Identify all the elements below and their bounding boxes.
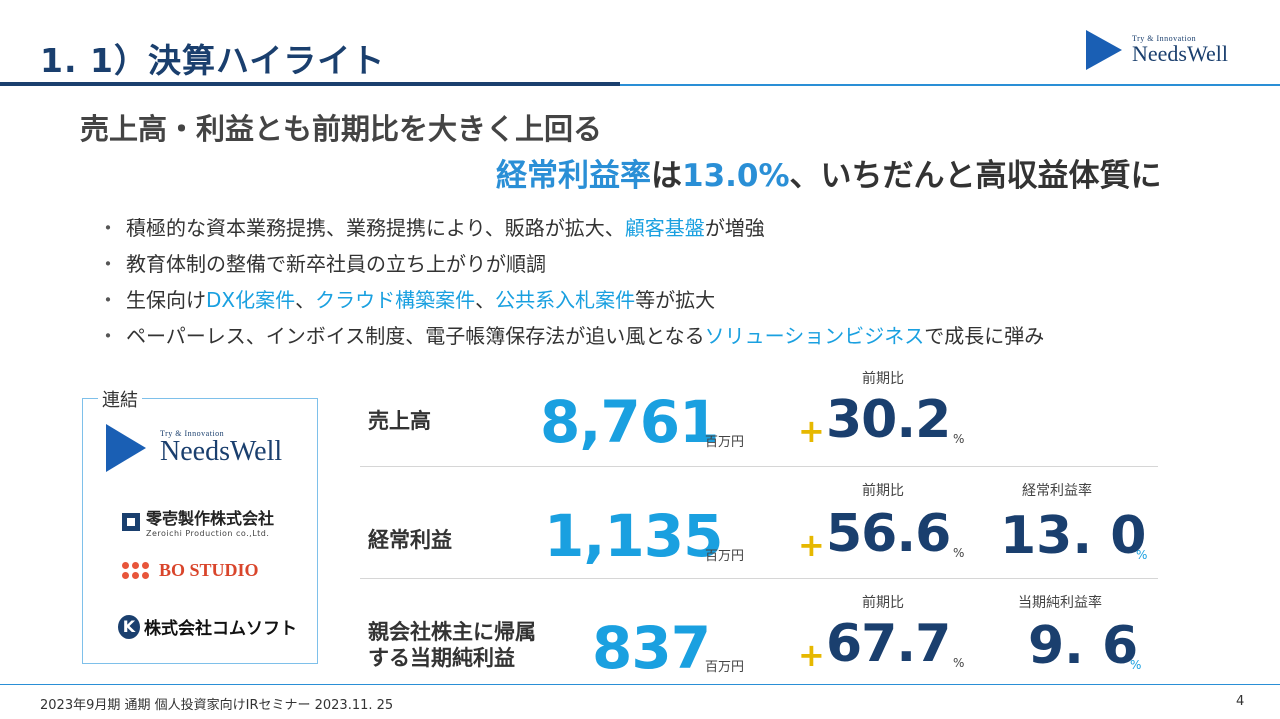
metric-value-sales: 8,761 [540,388,719,456]
company-logo-needswell: Try & Innovation NeedsWell [106,424,282,472]
bullet-text: 積極的な資本業務提携、業務提携により、販路が拡大、 [126,216,625,240]
bullet-item: ・生保向けDX化案件、クラウド構築案件、公共系入札案件等が拡大 [98,282,1044,318]
yoy-plus-sales: + [798,412,825,450]
logo-tagline: Try & Innovation [1132,33,1197,43]
bostudio-dots-icon [122,562,149,579]
title-underline [0,84,1280,86]
bullet-highlight: ソリューションビジネス [704,324,925,348]
needswell-triangle-icon [106,424,146,472]
bullet-text: ペーパーレス、インボイス制度、電子帳簿保存法が追い風となる [126,324,705,348]
company-logo-bostudio: BO STUDIO [122,560,259,581]
consolidation-label: 連結 [98,386,142,412]
comsoft-mark-icon: K [118,614,140,639]
bullet-highlight: 顧客基盤 [624,216,705,240]
company-tagline: Try & Innovation [160,428,225,438]
zeroichi-mark-icon [122,512,140,531]
footer-divider [0,684,1280,685]
yoy-header-ordinary: 前期比 [862,483,904,499]
metric-unit-ordinary: 百万円 [705,549,745,564]
bullet-text: 生保向け [126,288,206,312]
company-logo-zeroichi: 零壱製作株式会社 Zeroichi Production co.,Ltd. [122,505,274,538]
metric-unit-sales: 百万円 [705,435,745,450]
metric-label-net-line2: する当期純利益 [368,646,515,670]
row-divider [360,466,1158,467]
headline-line2: 経常利益率は13.0%、いちだんと高収益体質に [496,150,1162,195]
row-divider [360,578,1158,579]
bullet-text: 等が拡大 [635,288,716,312]
bullet-text: 教育体制の整備で新卒社員の立ち上がりが順調 [126,252,546,276]
bullet-highlight: DX化案件 [206,288,296,312]
bullet-marker: ・ [98,252,118,276]
ratio-header-net: 当期純利益率 [1018,595,1102,611]
yoy-plus-net: + [798,636,825,674]
metric-label-sales: 売上高 [368,409,431,433]
bullet-text: で成長に弾み [924,324,1045,348]
ratio-value-net: 9. 6 [1028,616,1139,676]
metric-label-ordinary: 経常利益 [368,528,452,552]
yoy-value-ordinary: 56.6 [826,504,951,564]
needswell-logo: Try & Innovation NeedsWell [1086,30,1228,70]
logo-triangle-icon [1086,30,1122,70]
metric-unit-net: 百万円 [705,660,745,675]
bullet-text: 、 [475,288,496,312]
yoy-unit-sales: % [953,432,965,446]
yoy-value-net: 67.7 [826,614,951,674]
yoy-unit-ordinary: % [953,546,965,560]
bullet-text: が増強 [704,216,765,240]
bullet-item: ・積極的な資本業務提携、業務提携により、販路が拡大、顧客基盤が増強 [98,210,1044,246]
yoy-unit-net: % [953,656,965,670]
yoy-value-sales: 30.2 [826,390,951,450]
ratio-unit-ordinary: % [1136,548,1148,562]
ratio-header-ordinary: 経常利益率 [1022,483,1092,499]
bullet-highlight: クラウド構築案件 [315,288,476,312]
bullet-marker: ・ [98,216,118,240]
metric-label-net-line1: 親会社株主に帰属 [368,620,536,644]
yoy-plus-ordinary: + [798,526,825,564]
headline-mid: は [651,158,682,194]
bullet-item: ・ペーパーレス、インボイス制度、電子帳簿保存法が追い風となるソリューションビジネ… [98,318,1044,354]
headline-line1: 売上高・利益とも前期比を大きく上回る [80,112,603,146]
headline-value: 13.0% [682,158,790,194]
consolidation-box [82,398,318,664]
page-number: 4 [1236,694,1245,709]
headline-rest: 、いちだんと高収益体質に [789,158,1162,194]
metric-label-net: 親会社株主に帰属 する当期純利益 [368,619,536,671]
yoy-header-sales: 前期比 [862,371,904,387]
company-name-comsoft: 株式会社コムソフト [144,619,297,639]
bullet-highlight: 公共系入札案件 [495,288,636,312]
metric-value-ordinary: 1,135 [544,502,723,570]
company-name-needswell: NeedsWell [160,435,283,467]
bullet-list: ・積極的な資本業務提携、業務提携により、販路が拡大、顧客基盤が増強・教育体制の整… [98,210,1044,354]
company-sub-zeroichi: Zeroichi Production co.,Ltd. [146,529,270,538]
logo-name: NeedsWell [1132,40,1228,66]
ratio-value-ordinary: 13. 0 [1000,506,1147,566]
company-name-bostudio: BO STUDIO [159,560,259,580]
ratio-unit-net: % [1130,658,1142,672]
metric-value-net: 837 [592,614,711,682]
bullet-text: 、 [295,288,316,312]
bullet-item: ・教育体制の整備で新卒社員の立ち上がりが順調 [98,246,1044,282]
headline-highlight: 経常利益率 [496,158,651,194]
page-title: 1. 1）決算ハイライト [40,41,386,80]
company-logo-comsoft: K 株式会社コムソフト [118,614,297,639]
company-name-zeroichi: 零壱製作株式会社 [146,509,275,528]
title-underline-accent [0,82,620,86]
bullet-marker: ・ [98,324,118,348]
footer-text: 2023年9月期 通期 個人投資家向けIRセミナー 2023.11. 25 [40,698,394,713]
yoy-header-net: 前期比 [862,595,904,611]
bullet-marker: ・ [98,288,118,312]
